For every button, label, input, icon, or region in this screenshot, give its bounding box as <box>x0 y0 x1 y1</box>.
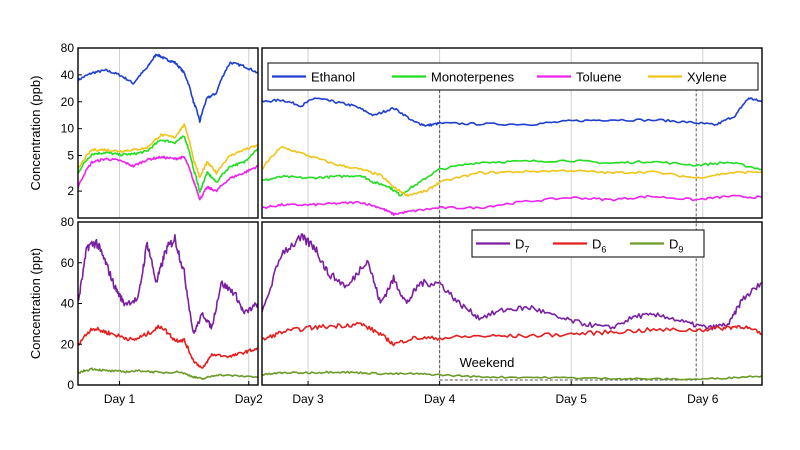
panel-bg <box>78 48 258 218</box>
legend-label: Monoterpenes <box>431 70 515 85</box>
y-tick-label: 0 <box>67 378 74 392</box>
x-tick-label: Day 1 <box>104 392 136 406</box>
y-tick-label: 2 <box>67 184 74 198</box>
series-line-xylene <box>262 146 762 197</box>
panel-frame <box>261 221 763 386</box>
series-line-d7 <box>262 233 762 331</box>
y-tick-label: 10 <box>61 122 75 136</box>
panel-frame <box>261 47 763 219</box>
series-layer <box>78 53 762 381</box>
axis-labels-layer: 2 5 10 20 40 80 Concentration (ppb) 0 20 40 60 80 Co… <box>28 41 719 406</box>
panel-frames <box>77 47 763 386</box>
x-tick-label: Day2 <box>235 392 263 406</box>
y-tick-label: 20 <box>61 337 75 351</box>
y-tick-label: 80 <box>61 215 75 229</box>
legend-subscript: 7 <box>524 245 529 255</box>
y-tick-label: 60 <box>61 256 75 270</box>
series-line-toluene <box>262 194 762 216</box>
x-tick-label: Day 3 <box>292 392 324 406</box>
panel-frame <box>77 47 259 219</box>
legend-label: Xylene <box>687 70 727 85</box>
series-line-monoterpenes <box>78 135 258 194</box>
series-line-ethanol <box>262 97 762 127</box>
x-tick-label: Day 6 <box>687 392 719 406</box>
y-tick-label: 5 <box>67 149 74 163</box>
series-line-d6 <box>78 324 258 369</box>
series-line-monoterpenes <box>262 159 762 197</box>
legend-label: Ethanol <box>311 70 355 85</box>
y-axis-label: Concentration (ppt) <box>28 248 43 359</box>
series-line-d7 <box>78 234 258 334</box>
weekend-label: Weekend <box>460 355 515 370</box>
legend-subscript: 9 <box>678 245 683 255</box>
series-line-d6 <box>262 321 762 347</box>
y-tick-label: 40 <box>61 68 75 82</box>
y-axis-label: Concentration (ppb) <box>28 76 43 191</box>
legend-label: Toluene <box>576 70 622 85</box>
legend-subscript: 6 <box>601 245 606 255</box>
series-line-d9 <box>78 367 258 380</box>
y-tick-label: 80 <box>61 41 75 55</box>
y-tick-label: 20 <box>61 95 75 109</box>
series-line-d9 <box>262 370 762 381</box>
y-tick-label: 40 <box>61 297 75 311</box>
series-line-ethanol <box>78 53 258 123</box>
x-tick-label: Day 5 <box>556 392 588 406</box>
legend-box <box>471 229 705 258</box>
series-line-xylene <box>78 123 258 178</box>
panel-backgrounds <box>78 48 762 385</box>
x-tick-label: Day 4 <box>424 392 456 406</box>
series-line-toluene <box>78 155 258 201</box>
